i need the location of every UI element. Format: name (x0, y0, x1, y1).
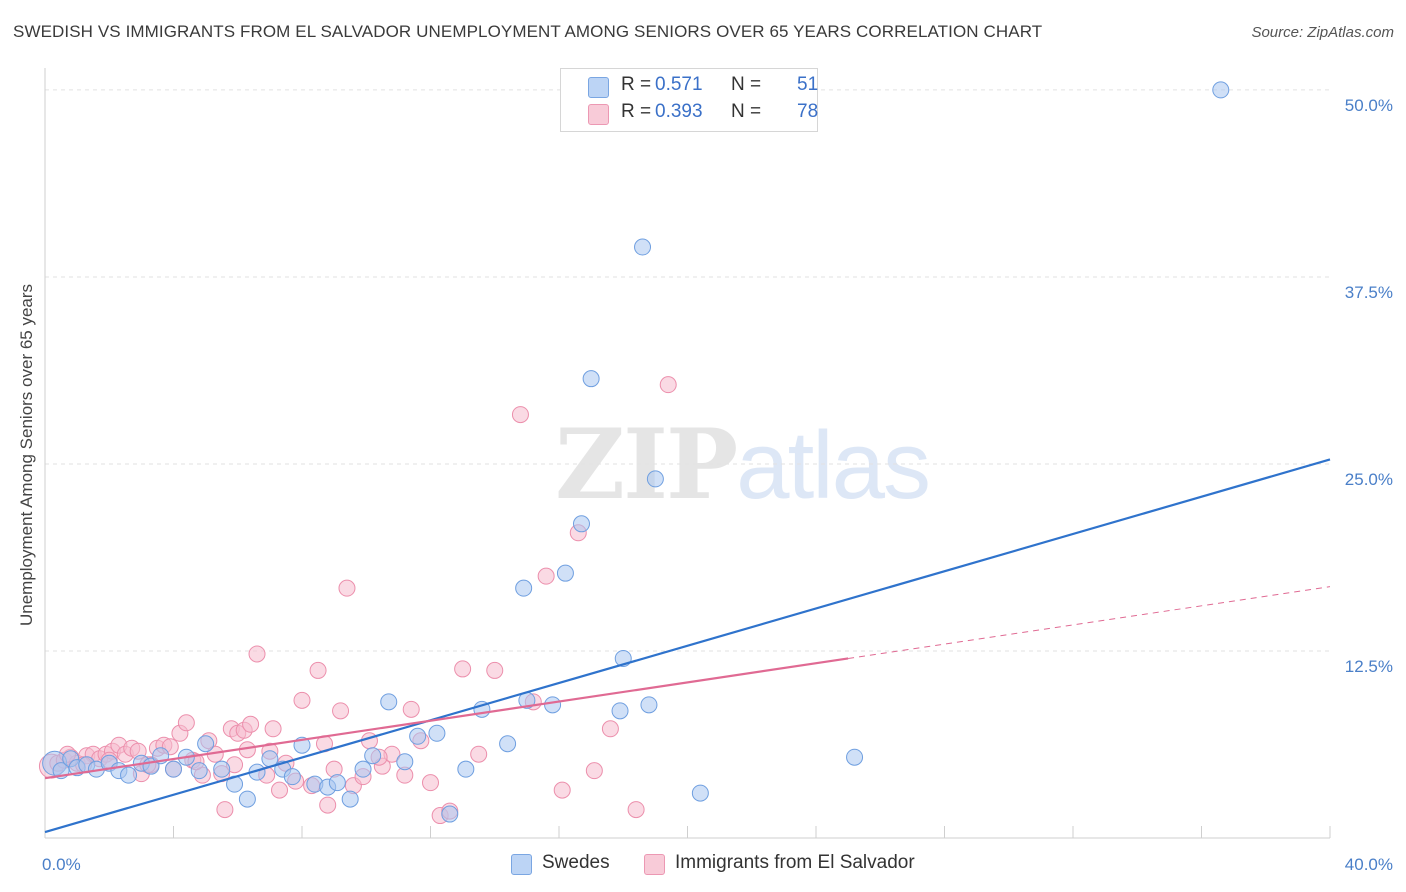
legend-swedes-r: 0.571 (655, 74, 703, 95)
salvador-point (293, 691, 311, 709)
swedes-point (190, 762, 208, 780)
salvador-point (511, 406, 529, 424)
salvador-point (422, 774, 439, 792)
swedes-point (691, 784, 709, 802)
salvador-point (248, 645, 266, 663)
trend-lines (44, 458, 1331, 834)
salvador-point (659, 376, 677, 394)
salvador-point (537, 567, 555, 585)
swedes-point (457, 760, 475, 778)
watermark: ZIPatlas (555, 408, 931, 521)
swedes-point (364, 747, 382, 765)
x-tick-label: 40.0% (1345, 855, 1393, 874)
swedes-point (572, 515, 590, 533)
swedes-point (611, 702, 629, 720)
chart-title: SWEDISH VS IMMIGRANTS FROM EL SALVADOR U… (13, 22, 1043, 41)
salvador-point (454, 660, 472, 678)
swedes-point (1212, 81, 1230, 99)
legend-salvador-n: 78 (797, 101, 819, 122)
salvador-swatch (588, 104, 609, 125)
swedes-point (640, 696, 658, 714)
swedes-point (634, 238, 652, 256)
swedes-points (42, 81, 1230, 823)
swedes-point (409, 727, 427, 745)
salvador-point (332, 702, 350, 720)
salvador-point (338, 579, 356, 597)
salvador-point (177, 714, 195, 732)
salvador-points (38, 376, 677, 825)
legend-r-label: R = (621, 101, 652, 122)
source-credit: Source: ZipAtlas.com (1251, 24, 1394, 41)
y-tick-label: 50.0% (1345, 96, 1393, 115)
y-tick-label: 25.0% (1345, 470, 1393, 489)
salvador-point (319, 796, 337, 814)
salvador-point (627, 801, 645, 819)
y-tick-label: 12.5% (1345, 657, 1393, 676)
x-tick-label: 0.0% (42, 855, 81, 874)
swedes-trend-line (44, 458, 1331, 834)
y-tick-label: 37.5% (1345, 283, 1393, 302)
swedes-point (283, 768, 301, 786)
watermark-atlas: atlas (736, 412, 931, 519)
legend-r-label: R = (621, 74, 652, 95)
salvador-point (553, 781, 571, 799)
swedes-point (846, 748, 864, 766)
axes (44, 68, 1331, 839)
swedes-point (556, 564, 574, 582)
swedes-point (396, 753, 414, 771)
swedes-point (646, 470, 664, 488)
swedes-swatch (588, 77, 609, 98)
salvador-point (601, 720, 619, 738)
legend-swedes-n: 51 (797, 74, 819, 95)
swedes-point (428, 724, 446, 742)
swedes-point (499, 735, 517, 753)
salvador-point (264, 720, 282, 738)
salvador-point (216, 801, 234, 819)
swedes-point (238, 790, 256, 808)
swedes-point (582, 370, 600, 388)
correlation-legend: R = 0.571 N = 51 R = 0.393 N = 78 (560, 68, 818, 132)
swedes-point (515, 579, 533, 597)
salvador-point (402, 700, 420, 718)
legend-salvador-r: 0.393 (655, 101, 703, 122)
salvador-point (486, 661, 504, 679)
swedes-point (380, 693, 398, 711)
swedes-point (213, 760, 231, 778)
bottom-legend-salvador-label: Immigrants from El Salvador (675, 852, 915, 873)
salvador-point (585, 762, 603, 780)
salvador-point (242, 715, 260, 733)
bottom-legend-swedes-label: Swedes (542, 852, 610, 873)
swedes-point (354, 760, 372, 778)
salvador-swatch (644, 854, 665, 875)
salvador-point (309, 661, 327, 679)
salvador-trend-line (44, 657, 849, 780)
swedes-point (328, 774, 346, 792)
swedes-swatch (511, 854, 532, 875)
swedes-point (120, 766, 138, 784)
swedes-point (197, 735, 215, 753)
legend-n-label: N = (731, 101, 762, 122)
swedes-point (165, 760, 182, 778)
swedes-point (544, 696, 562, 714)
salvador-trend-extrapolated (848, 586, 1331, 659)
salvador-point (271, 781, 289, 799)
swedes-point (441, 805, 459, 823)
salvador-point (470, 745, 488, 763)
legend-n-label: N = (731, 74, 762, 95)
gridlines (45, 89, 1330, 652)
salvador-point (360, 732, 378, 750)
watermark-zip: ZIP (555, 408, 738, 521)
swedes-point (341, 790, 359, 808)
tick-labels: 12.5% 25.0% 37.5% 50.0% 0.0% 40.0% (42, 96, 1393, 874)
